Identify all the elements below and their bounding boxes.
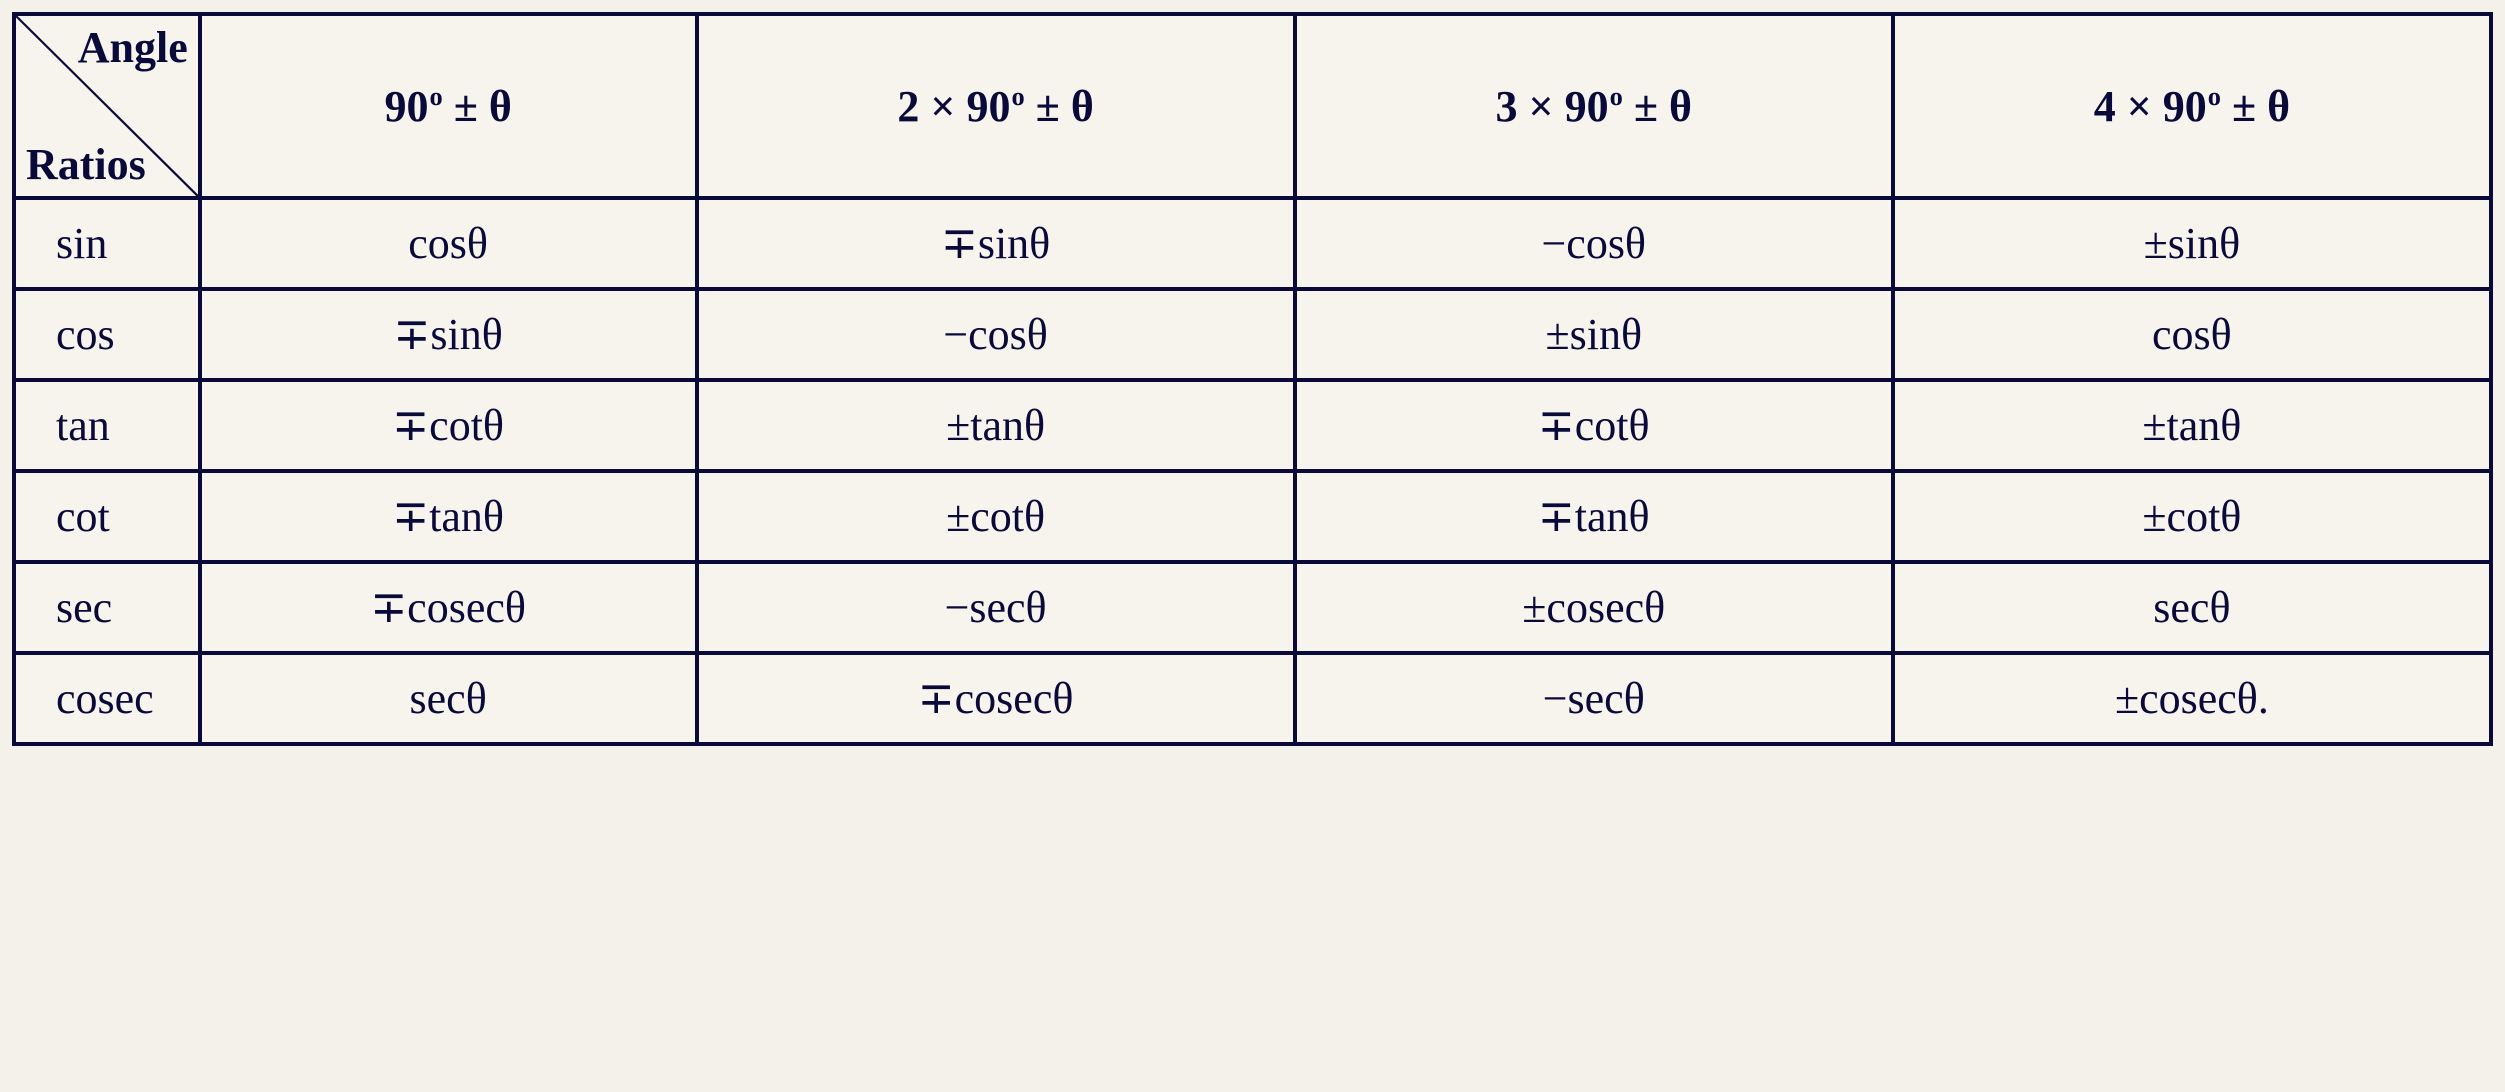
cell: ±sinθ xyxy=(1893,198,2491,289)
corner-bottom-label: Ratios xyxy=(26,139,146,190)
table-row: cos ∓sinθ −cosθ ±sinθ cosθ xyxy=(14,289,2491,380)
table-row: sin cosθ ∓sinθ −cosθ ±sinθ xyxy=(14,198,2491,289)
corner-cell: Angle Ratios xyxy=(14,14,200,198)
cell: −secθ xyxy=(697,562,1295,653)
trig-identities-table: Angle Ratios 90o ± θ 2 × 90o ± θ 3 × 90o… xyxy=(12,12,2493,746)
cell: ±cotθ xyxy=(697,471,1295,562)
table: Angle Ratios 90o ± θ 2 × 90o ± θ 3 × 90o… xyxy=(12,12,2493,746)
table-row: tan ∓cotθ ±tanθ ∓cotθ ±tanθ xyxy=(14,380,2491,471)
col-header-label: 2 × 90o ± θ xyxy=(897,82,1093,131)
row-label: tan xyxy=(14,380,200,471)
row-label: sin xyxy=(14,198,200,289)
table-body: sin cosθ ∓sinθ −cosθ ±sinθ cos ∓sinθ −co… xyxy=(14,198,2491,744)
cell: ∓cosecθ xyxy=(697,653,1295,744)
cell: ∓sinθ xyxy=(697,198,1295,289)
table-row: cosec secθ ∓cosecθ −secθ ±cosecθ. xyxy=(14,653,2491,744)
cell: secθ xyxy=(200,653,697,744)
col-header-2: 3 × 90o ± θ xyxy=(1295,14,1893,198)
cell: −secθ xyxy=(1295,653,1893,744)
cell: ∓cotθ xyxy=(200,380,697,471)
header-row: Angle Ratios 90o ± θ 2 × 90o ± θ 3 × 90o… xyxy=(14,14,2491,198)
cell: ∓sinθ xyxy=(200,289,697,380)
col-header-0: 90o ± θ xyxy=(200,14,697,198)
cell: ∓cotθ xyxy=(1295,380,1893,471)
row-label: cosec xyxy=(14,653,200,744)
cell: cosθ xyxy=(1893,289,2491,380)
col-header-3: 4 × 90o ± θ xyxy=(1893,14,2491,198)
row-label: sec xyxy=(14,562,200,653)
cell: −cosθ xyxy=(697,289,1295,380)
cell: ±sinθ xyxy=(1295,289,1893,380)
cell: ∓tanθ xyxy=(1295,471,1893,562)
col-header-1: 2 × 90o ± θ xyxy=(697,14,1295,198)
cell: ±cotθ xyxy=(1893,471,2491,562)
cell: ±tanθ xyxy=(697,380,1295,471)
cell: ±cosecθ. xyxy=(1893,653,2491,744)
cell: ∓cosecθ xyxy=(200,562,697,653)
cell: ∓tanθ xyxy=(200,471,697,562)
row-label: cos xyxy=(14,289,200,380)
col-header-label: 4 × 90o ± θ xyxy=(2094,82,2290,131)
cell: secθ xyxy=(1893,562,2491,653)
table-row: cot ∓tanθ ±cotθ ∓tanθ ±cotθ xyxy=(14,471,2491,562)
table-header: Angle Ratios 90o ± θ 2 × 90o ± θ 3 × 90o… xyxy=(14,14,2491,198)
cell: ±cosecθ xyxy=(1295,562,1893,653)
col-header-label: 3 × 90o ± θ xyxy=(1496,82,1692,131)
cell: −cosθ xyxy=(1295,198,1893,289)
table-row: sec ∓cosecθ −secθ ±cosecθ secθ xyxy=(14,562,2491,653)
col-header-label: 90o ± θ xyxy=(384,82,511,131)
corner-top-label: Angle xyxy=(78,22,188,73)
cell: ±tanθ xyxy=(1893,380,2491,471)
row-label: cot xyxy=(14,471,200,562)
cell: cosθ xyxy=(200,198,697,289)
